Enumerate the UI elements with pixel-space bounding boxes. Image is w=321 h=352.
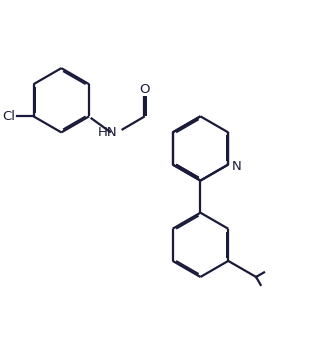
Text: Cl: Cl xyxy=(2,110,15,123)
Text: HN: HN xyxy=(97,126,117,139)
Text: O: O xyxy=(140,82,150,95)
Text: N: N xyxy=(232,159,242,172)
